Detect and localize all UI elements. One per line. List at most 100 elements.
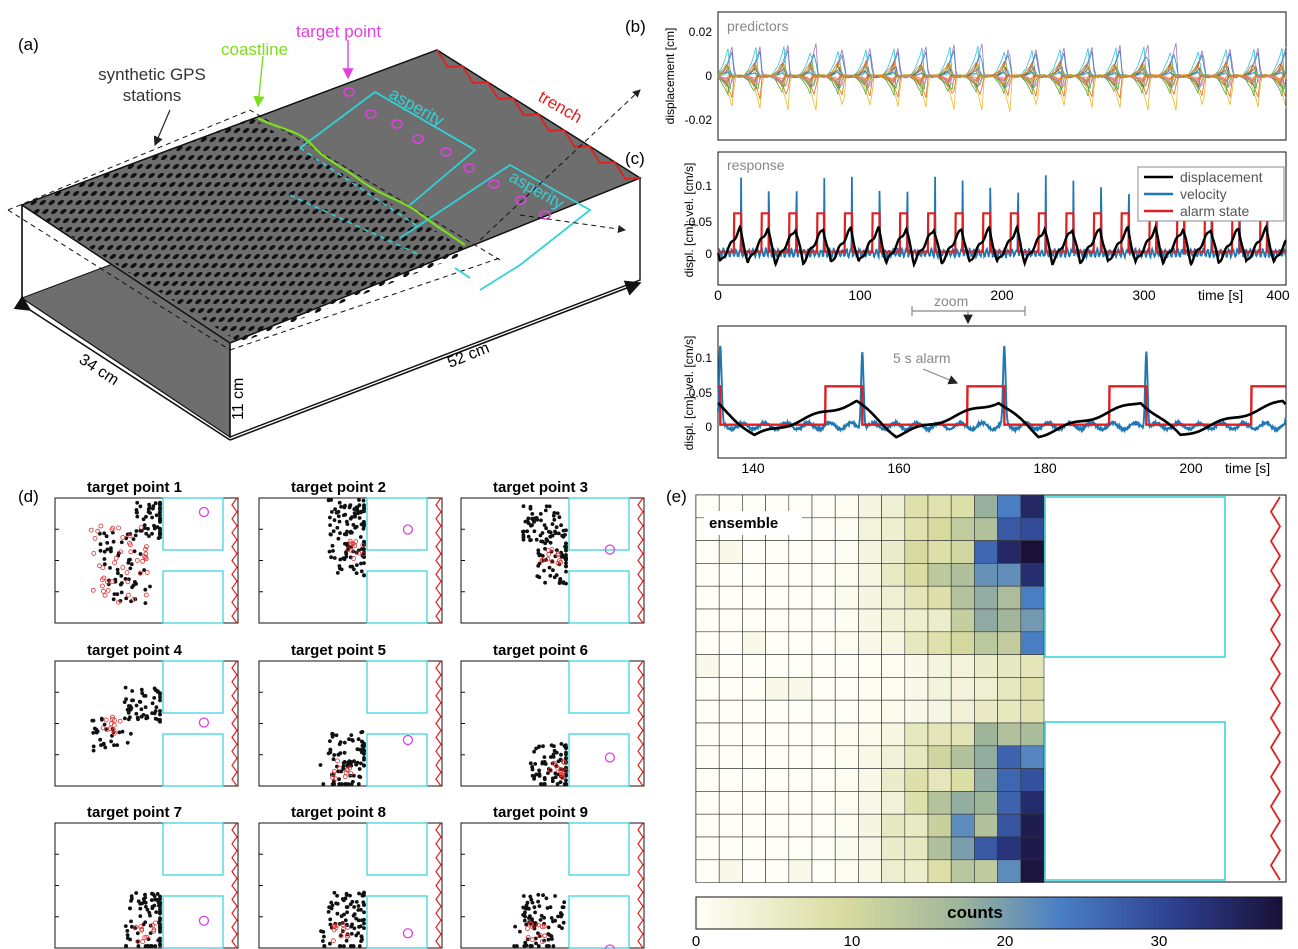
colorbar-label: counts xyxy=(947,903,1003,922)
target-point-marker xyxy=(402,928,414,939)
heatmap-cell xyxy=(742,768,766,792)
heatmap-cell xyxy=(904,654,929,678)
panel-label-d: (d) xyxy=(18,487,39,506)
target-point-panel-8: target point 8 xyxy=(258,804,443,949)
heatmap-cell xyxy=(858,585,882,610)
target-point-title: target point 1 xyxy=(87,479,182,496)
heatmap-cell xyxy=(881,517,906,541)
heatmap-cell xyxy=(858,677,882,701)
heatmap-cell xyxy=(742,813,766,838)
heatmap-cell xyxy=(974,540,998,564)
panel-c-ylabel: displ. [cm]; vel. [cm/s] xyxy=(682,163,696,278)
target-point-panel-5: target point 5 xyxy=(258,642,443,787)
zoom-xtick-4: 200 xyxy=(1179,460,1203,476)
heatmap-cell xyxy=(718,791,743,815)
heatmap-cell xyxy=(811,745,836,769)
coastline-curve xyxy=(257,117,466,246)
heatmap-cell xyxy=(834,540,859,564)
heatmap-cell xyxy=(1020,608,1045,633)
displacement-line xyxy=(716,223,1288,269)
heatmap-cell xyxy=(765,699,790,724)
heatmap-cell xyxy=(834,585,859,610)
heatmap-cell xyxy=(974,859,998,883)
heatmap-cell xyxy=(858,722,882,747)
zoom-label: zoom xyxy=(934,293,968,309)
heatmap-cell xyxy=(858,745,882,769)
heatmap-cell xyxy=(742,722,766,747)
alarm-state-line xyxy=(718,385,1286,426)
heatmap-cell xyxy=(950,768,975,792)
heatmap-cell xyxy=(742,791,766,815)
target-point-marker xyxy=(198,506,210,518)
heatmap-cell xyxy=(881,654,906,678)
target-point-panel-7: target point 7 xyxy=(54,804,239,949)
heatmap-cell xyxy=(950,494,975,519)
predictor-line xyxy=(717,74,1287,86)
heatmap-cell xyxy=(927,540,952,564)
heatmap-cell xyxy=(788,745,813,769)
heatmap-cell xyxy=(718,745,743,769)
heatmap-cell xyxy=(834,494,859,519)
heatmap-cell xyxy=(765,585,790,610)
legend-alarm-state: alarm state xyxy=(1180,203,1249,219)
heatmap-cell xyxy=(927,813,952,838)
heatmap-cell xyxy=(927,722,952,747)
heatmap-cell xyxy=(788,677,813,701)
heatmap-cell xyxy=(904,585,929,610)
panel-c-xtick-2: 100 xyxy=(848,287,872,303)
panel-c-xtick-4: 300 xyxy=(1132,287,1156,303)
panel-c-ytick-3: 0 xyxy=(705,247,712,261)
target-point-panel-2: target point 2 xyxy=(258,479,443,624)
heatmap-cell xyxy=(765,677,790,701)
heatmap-cell xyxy=(788,585,813,610)
panel-b-ytick-2: 0 xyxy=(705,69,712,83)
panel-e-trench xyxy=(1269,496,1282,881)
heatmap-cell xyxy=(950,585,975,610)
heatmap-cell xyxy=(997,631,1022,655)
heatmap-cell xyxy=(1020,722,1045,747)
alarm-state-line xyxy=(718,212,1286,253)
heatmap-cell xyxy=(904,677,929,701)
heatmap-cell xyxy=(834,768,859,792)
heatmap-cell xyxy=(858,859,882,883)
heatmap-cell xyxy=(834,699,859,724)
heatmap-cell xyxy=(974,494,998,519)
heatmap-cell xyxy=(904,699,929,724)
heatmap-cell xyxy=(811,768,836,792)
heatmap-cell xyxy=(881,563,906,587)
heatmap-cell xyxy=(904,608,929,633)
response-series xyxy=(716,173,1288,269)
heatmap-cell xyxy=(1020,563,1045,587)
gps-label-line2: stations xyxy=(123,86,182,105)
heatmap-cell xyxy=(1020,494,1045,519)
heatmap-cell xyxy=(718,677,743,701)
gps-station-grid xyxy=(22,118,470,343)
heatmap-cell xyxy=(904,517,929,541)
heatmap-cell xyxy=(718,722,743,747)
heatmap-cell xyxy=(858,768,882,792)
heatmap-cell xyxy=(927,791,952,815)
heatmap-cell xyxy=(811,677,836,701)
ensemble-label: ensemble xyxy=(709,515,778,532)
heatmap-cell xyxy=(974,836,998,861)
zoom-ylabel: displ. [cm]; vel. [cm/s] xyxy=(682,336,696,451)
heatmap-cell xyxy=(927,608,952,633)
heatmap-cell xyxy=(718,699,743,724)
predictor-line xyxy=(717,74,1287,81)
heatmap-cell xyxy=(858,699,882,724)
target-point-title: target point 5 xyxy=(291,642,386,659)
target-point-label: target point xyxy=(296,22,381,41)
heatmap-cell xyxy=(788,859,813,883)
heatmap-cell xyxy=(904,540,929,564)
colorbar-tick-1: 0 xyxy=(692,933,700,949)
heatmap-cell xyxy=(1020,836,1045,861)
heatmap-cell xyxy=(834,836,859,861)
target-point-marker xyxy=(604,944,616,949)
heatmap-cell xyxy=(881,722,906,747)
heatmap-cell xyxy=(881,699,906,724)
heatmap-cell xyxy=(881,791,906,815)
zoom-series xyxy=(717,345,1287,439)
width-arrow xyxy=(13,295,231,441)
heatmap-cell xyxy=(997,722,1022,747)
heatmap-cell xyxy=(927,517,952,541)
